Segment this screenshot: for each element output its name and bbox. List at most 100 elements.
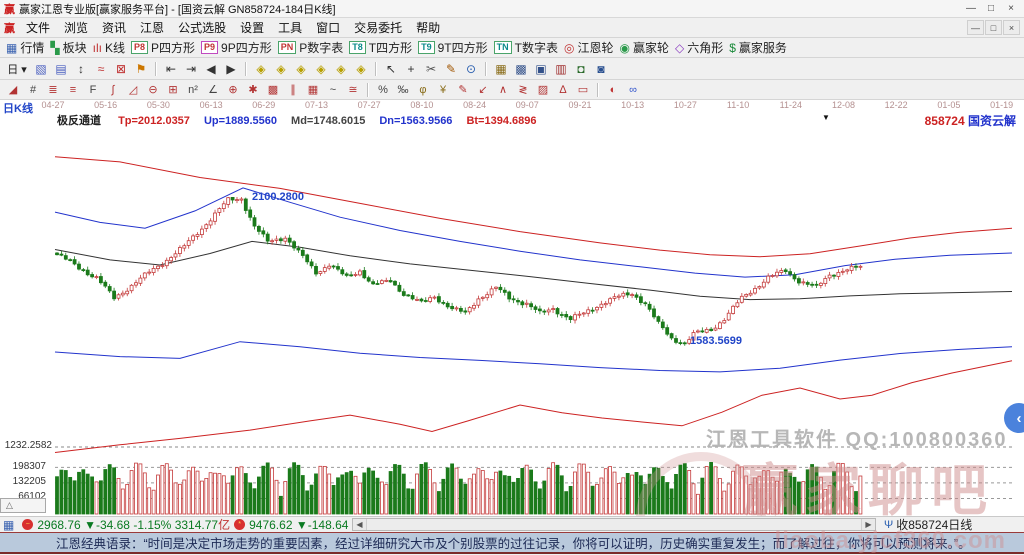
- winner-service-button[interactable]: $ 赢家服务: [729, 39, 787, 57]
- shade-tool[interactable]: ▨: [537, 84, 549, 96]
- menu-item-工具[interactable]: 工具: [278, 20, 303, 35]
- menu-item-公式选股[interactable]: 公式选股: [178, 20, 227, 35]
- trend-line-tool[interactable]: ◢: [8, 84, 18, 96]
- gann-circle-tool[interactable]: ⊕: [228, 84, 238, 96]
- parallel-line-tool[interactable]: ≡: [69, 83, 77, 96]
- triangle-tool[interactable]: ◿: [128, 84, 138, 96]
- arrow-mark-tool[interactable]: ↙: [478, 84, 488, 96]
- circle-tool[interactable]: ⊖: [148, 84, 158, 96]
- last-page-icon[interactable]: ⇥: [185, 61, 197, 76]
- angle-tool[interactable]: ∠: [208, 84, 218, 96]
- menu-item-设置[interactable]: 设置: [240, 20, 265, 35]
- chart-region-icon[interactable]: ▧: [35, 61, 47, 76]
- crosshair-icon[interactable]: +: [407, 61, 415, 76]
- golden-ratio-tool[interactable]: φ: [419, 83, 427, 96]
- gann-grid-tool[interactable]: #: [29, 83, 37, 96]
- menu-item-帮助[interactable]: 帮助: [416, 20, 441, 35]
- gann-wheel-button[interactable]: ◎ 江恩轮: [564, 39, 614, 57]
- channel-tool[interactable]: ∥: [290, 84, 296, 96]
- kline-style-icon[interactable]: ≈: [97, 61, 105, 76]
- horizontal-scrollbar[interactable]: ◀ ▶: [352, 518, 876, 531]
- shift-left-icon[interactable]: ◈: [296, 61, 306, 76]
- fibonacci-tool[interactable]: F: [89, 83, 97, 96]
- save-layout-icon[interactable]: ▣: [535, 61, 547, 76]
- infinity-icon[interactable]: ∞: [629, 83, 637, 96]
- scroll-left-arrow-icon[interactable]: ◀: [353, 519, 366, 530]
- maximize-button[interactable]: □: [987, 3, 995, 14]
- print-icon[interactable]: ◘: [577, 61, 585, 76]
- percent-tool[interactable]: %: [378, 83, 388, 96]
- volume-pane-toggle[interactable]: △: [0, 498, 46, 513]
- p-square-button[interactable]: P8 P四方形: [130, 39, 195, 57]
- child-minimize-button[interactable]: —: [967, 20, 984, 35]
- permille-tool[interactable]: ‰: [397, 83, 409, 96]
- hatch-tool[interactable]: ▩: [267, 84, 279, 96]
- winner-wheel-button[interactable]: ◉ 赢家轮: [619, 39, 669, 57]
- scroll-right-arrow-icon[interactable]: ▶: [862, 519, 875, 530]
- star-tool[interactable]: ✱: [248, 84, 258, 96]
- expand-h-icon[interactable]: ◈: [336, 61, 346, 76]
- export-icon[interactable]: ▥: [555, 61, 567, 76]
- sectors-button[interactable]: ▚ 板块: [50, 39, 86, 57]
- price-mark-tool[interactable]: ¥: [439, 83, 447, 96]
- kline-chart[interactable]: [0, 100, 1024, 516]
- box-tool[interactable]: ⊞: [168, 84, 178, 96]
- t-number-button[interactable]: TN T数字表: [493, 39, 558, 57]
- multi-line-tool[interactable]: ≣: [48, 84, 58, 96]
- info-panel-icon[interactable]: ▤: [55, 61, 67, 76]
- menu-item-资讯[interactable]: 资讯: [102, 20, 127, 35]
- cut-icon[interactable]: ✂: [425, 61, 437, 76]
- scrollbar-thumb[interactable]: [366, 519, 862, 530]
- network-icon[interactable]: ◙: [597, 61, 605, 76]
- quotes-button[interactable]: ▦ 行情: [6, 39, 44, 57]
- t9-square-button[interactable]: T9 9T四方形: [418, 39, 488, 57]
- flag-marker-icon[interactable]: ⚑: [135, 61, 147, 76]
- first-page-icon[interactable]: ⇤: [165, 61, 177, 76]
- expand-v-icon[interactable]: ◈: [356, 61, 366, 76]
- menu-item-交易委托[interactable]: 交易委托: [354, 20, 403, 35]
- kline-button[interactable]: ılı K线: [93, 39, 125, 57]
- menu-item-文件[interactable]: 文件: [26, 20, 51, 35]
- minimize-button[interactable]: —: [966, 3, 976, 14]
- shift-right-icon[interactable]: ◈: [316, 61, 326, 76]
- level-tool[interactable]: ≅: [348, 84, 358, 96]
- hexagon-button[interactable]: ◇ 六角形: [675, 39, 723, 57]
- p-number-button[interactable]: PN P数字表: [277, 39, 343, 57]
- delete-kline-icon[interactable]: ⊠: [115, 61, 127, 76]
- close-button[interactable]: ×: [1008, 3, 1014, 14]
- winner-service-button-icon: $: [729, 40, 736, 55]
- grid-tool[interactable]: ▦: [307, 84, 319, 96]
- compare-tool[interactable]: ≷: [518, 84, 528, 96]
- pyramid-tool[interactable]: ∆: [559, 83, 567, 96]
- t-square-button[interactable]: T8 T四方形: [349, 39, 412, 57]
- menu-item-浏览[interactable]: 浏览: [64, 20, 89, 35]
- gann-date-marker-icon: ▼: [822, 113, 830, 122]
- target-icon[interactable]: ⊙: [465, 61, 477, 76]
- wedge-tool[interactable]: ∧: [498, 84, 508, 96]
- next-bar-icon[interactable]: ▶: [226, 61, 236, 76]
- wave-tool[interactable]: ~: [329, 83, 337, 96]
- n-square-tool[interactable]: n²: [188, 83, 198, 96]
- ruler-tool[interactable]: ▭: [577, 84, 589, 96]
- arc-tool[interactable]: ∫: [111, 83, 115, 96]
- zoom-out-icon[interactable]: ◈: [256, 61, 266, 76]
- collapse-panel-chevron-icon[interactable]: ‹: [1004, 403, 1024, 433]
- taiji-icon[interactable]: ◐: [609, 83, 617, 96]
- child-restore-button[interactable]: □: [985, 20, 1002, 35]
- menu-item-窗口[interactable]: 窗口: [316, 20, 341, 35]
- pointer-icon[interactable]: ↖: [385, 61, 397, 76]
- market-grid-icon[interactable]: ▦: [3, 517, 15, 532]
- p9-square-button[interactable]: P9 9P四方形: [201, 39, 272, 57]
- calculator-icon[interactable]: ▩: [515, 61, 527, 76]
- kline-updown-icon[interactable]: ↕: [78, 61, 84, 76]
- child-close-button[interactable]: ×: [1003, 20, 1020, 35]
- zoom-in-icon[interactable]: ◈: [276, 61, 286, 76]
- period-selector[interactable]: 日 ▾: [7, 63, 27, 76]
- pen-icon[interactable]: ✎: [445, 61, 457, 76]
- menu-item-江恩[interactable]: 江恩: [140, 20, 165, 35]
- annotate-pen-tool[interactable]: ✎: [458, 84, 468, 96]
- prev-bar-icon[interactable]: ◀: [206, 61, 216, 76]
- calendar-icon[interactable]: ▦: [495, 61, 507, 76]
- chart-area[interactable]: 日K线 04-27 05-16 05-30 06-13 06-29 07-13 07-27 0…: [0, 100, 1024, 516]
- volume-scale-3: 66102: [18, 491, 46, 502]
